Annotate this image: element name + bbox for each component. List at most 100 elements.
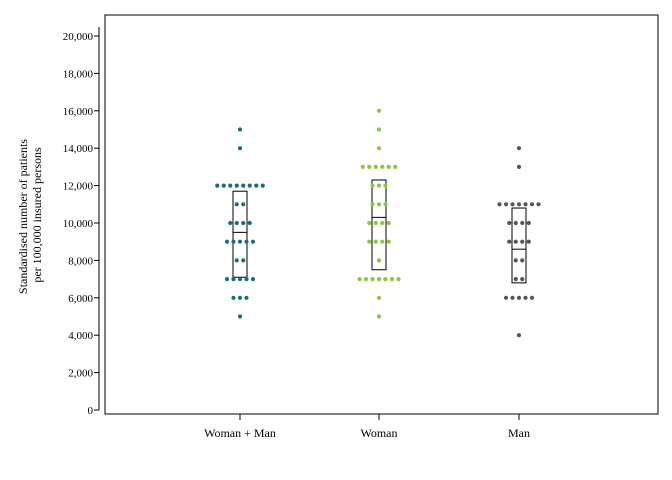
data-point [363,277,369,282]
data-point [237,295,243,300]
data-point [241,258,246,263]
data-point [376,108,382,113]
data-point [241,220,246,226]
data-point [513,258,518,263]
data-point [376,127,382,132]
data-point [367,220,372,226]
y-tick-label: 12,000 [63,181,94,193]
dot-layer [215,108,541,338]
data-point [376,258,382,263]
data-point [510,295,515,300]
data-point [237,127,243,132]
data-point [234,202,239,207]
y-axis-label-line-1: Standardised number of patients [16,139,30,294]
data-point [244,295,249,300]
iqr-box [371,179,387,271]
data-point [215,183,220,188]
data-point [244,277,249,282]
y-axis-label-line-2: per 100,000 insured persons [30,147,44,283]
data-point [237,277,243,282]
data-point [529,295,535,300]
y-tick-label: 18,000 [63,68,94,80]
y-tick-label: 10,000 [63,218,94,230]
data-point [234,220,239,226]
data-point [386,164,391,169]
data-point [241,183,246,188]
data-point [507,239,512,244]
data-point [370,183,375,188]
data-point [231,295,236,300]
data-point [503,295,509,300]
data-point [228,220,233,226]
y-tick-label: 2,000 [68,368,93,380]
data-point [231,277,236,282]
data-point [373,239,378,244]
data-point [383,202,388,207]
data-point [516,202,522,207]
y-tick-label: 16,000 [63,106,94,118]
data-point [237,239,243,244]
data-point [357,277,362,282]
y-tick-label: 14,000 [63,143,94,155]
data-point [503,202,509,207]
data-point [383,183,388,188]
data-point [234,258,239,263]
data-point [513,239,518,244]
data-point [370,277,375,282]
data-point [376,277,382,282]
data-point [247,183,252,188]
data-point [254,183,259,188]
data-point [520,258,525,263]
data-point [386,220,391,226]
data-point [523,295,528,300]
data-point [234,183,239,188]
data-point [376,202,382,207]
data-point [520,277,525,282]
data-point [370,202,375,207]
data-point [260,183,265,188]
data-point [516,333,522,338]
data-point [520,220,525,226]
data-point [373,220,378,226]
data-point [526,239,531,244]
y-tick-label: 0 [88,405,94,417]
data-point [529,202,535,207]
data-point [523,202,528,207]
data-point [383,277,388,282]
x-tick-label: Man [508,426,530,440]
data-point [526,220,531,226]
data-point [520,239,525,244]
data-point [380,239,385,244]
data-point [244,239,249,244]
data-point [497,202,502,207]
data-point [241,202,246,207]
data-point [507,220,512,226]
data-point [376,295,382,300]
data-point [221,183,226,188]
data-point [228,183,233,188]
data-point [510,202,515,207]
data-point [373,164,378,169]
data-point [224,277,230,282]
data-point [513,220,518,226]
data-point [360,164,365,169]
data-point [380,220,385,226]
data-point [376,146,382,151]
data-point [380,164,385,169]
data-point [250,277,256,282]
data-point [516,295,522,300]
y-tick-label: 20,000 [63,31,94,43]
data-point [516,164,522,169]
data-point [237,146,243,151]
data-point [376,314,382,319]
data-point [250,239,256,244]
data-point [367,239,372,244]
y-tick-label: 4,000 [68,330,93,342]
data-point [237,314,243,319]
x-tick-label: Woman [360,426,397,440]
y-tick-label: 6,000 [68,293,93,305]
data-point [376,183,382,188]
data-point [516,146,522,151]
data-point [367,164,372,169]
y-axis-label: Standardised number of patients per 100,… [16,136,44,294]
